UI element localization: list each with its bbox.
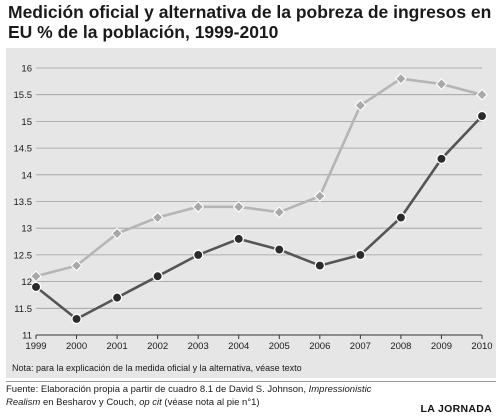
series-official-point [395,212,407,223]
y-tick-label: 16 [21,64,32,75]
x-tick-label: 2009 [431,341,452,352]
line-chart: 11 11.5 12 12.5 13 13.5 14 14.5 15 15.5 16 1999 2000… [14,64,493,353]
series-alternative-point [476,88,488,101]
series-alternative-point [394,72,407,85]
series-official-line [35,115,483,321]
y-tick-label: 11 [22,331,32,342]
series-official-point [436,153,447,165]
series-official-point [274,244,285,255]
series-official-point [355,249,366,261]
series-official-point [233,233,244,245]
series-alternative-point [354,99,367,112]
source-prefix: Fuente: Elaboración propia a partir de c… [6,384,309,395]
x-tick-label: 2007 [350,341,371,352]
series-group [30,72,488,325]
chart-note: Nota: para la explicación de la medida o… [12,363,302,373]
gridlines [36,67,482,309]
series-alternative-point [70,259,83,272]
y-tick-label: 14.5 [14,144,33,155]
source-italic-title: Impressionistic Realism [6,384,372,408]
series-alternative-point [192,200,205,213]
series-alternative-point [273,206,286,219]
y-tick-label: 14 [21,170,32,181]
series-official-point [192,249,204,261]
axes [35,334,483,339]
tick-labels: 11 11.5 12 12.5 13 13.5 14 14.5 15 15.5 16 1999 2000… [14,64,493,353]
chart-panel: 11 11.5 12 12.5 13 13.5 14 14.5 15 15.5 16 1999 2000… [6,48,496,378]
y-tick-label: 15 [21,117,32,128]
series-alternative-point [30,270,42,283]
series-official-point [71,313,82,325]
source-suffix: (véase nota al pie n°1) [161,396,260,408]
x-tick-label: 2005 [269,341,290,352]
series-official-point [152,271,163,282]
x-tick-label: 2002 [147,341,168,352]
series-alternative-point [232,200,245,213]
y-tick-label: 12 [21,277,32,288]
y-tick-label: 15.5 [14,90,33,101]
y-tick-label: 11.5 [14,304,32,315]
source-italic-cit: op cit [139,396,162,408]
x-tick-label: 2008 [390,341,411,352]
series-alternative-point [313,190,326,203]
divider [6,381,496,382]
x-tick-label: 2004 [228,341,249,352]
x-tick-label: 1999 [25,341,46,352]
series-alternative-point [151,211,164,224]
publisher-logo: LA JORNADA [420,403,492,415]
source-text: Fuente: Elaboración propia a partir de c… [6,384,406,409]
x-tick-label: 2010 [471,341,492,352]
y-tick-label: 12.5 [14,250,33,261]
series-official-point [111,292,123,303]
series-official-point [476,110,488,122]
source-middle: en Besharov y Couch, [40,396,140,408]
y-tick-label: 13.5 [14,197,33,208]
series-official-point [30,281,42,293]
chart-title: Medición oficial y alternativa de la pob… [8,2,492,42]
series-alternative-line [35,77,483,278]
series-alternative-point [111,227,124,240]
x-tick-label: 2003 [188,341,209,352]
series-alternative-point [435,78,448,90]
x-tick-label: 2006 [309,341,330,352]
series-official-point [314,260,326,271]
x-tick-label: 2000 [66,341,87,352]
y-tick-label: 13 [21,224,32,235]
x-tick-label: 2001 [107,341,128,352]
